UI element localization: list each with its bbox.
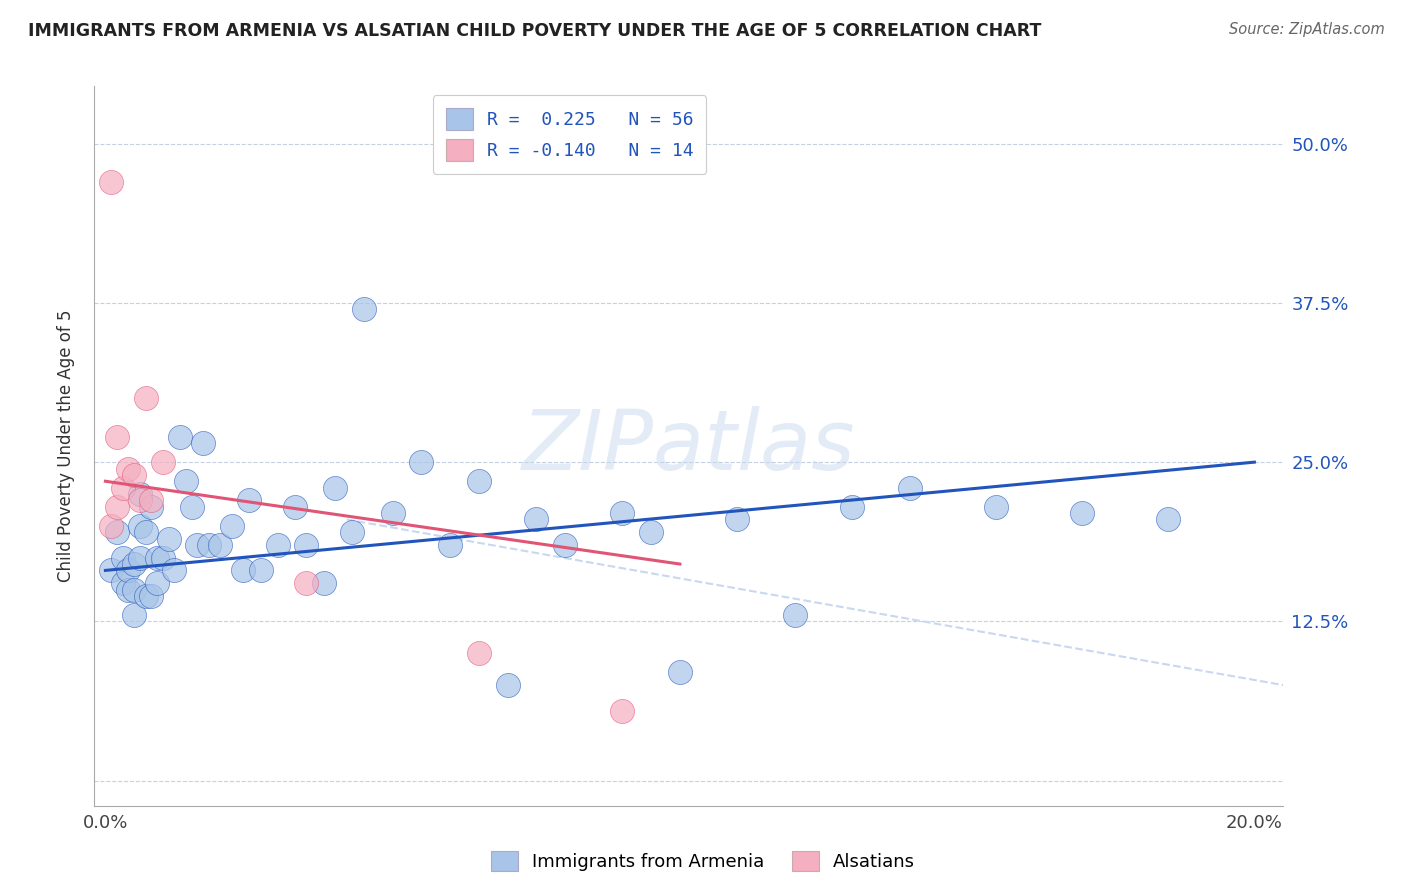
- Point: [122, 467, 145, 482]
- Point: [111, 550, 134, 565]
- Point: [105, 525, 128, 540]
- Point: [180, 500, 202, 514]
- Point: [100, 175, 122, 189]
- Point: [554, 538, 576, 552]
- Y-axis label: Child Poverty Under the Age of 5: Child Poverty Under the Age of 5: [58, 310, 75, 582]
- Point: [128, 493, 150, 508]
- Point: [267, 538, 290, 552]
- Text: Source: ZipAtlas.com: Source: ZipAtlas.com: [1229, 22, 1385, 37]
- Point: [100, 563, 122, 577]
- Point: [295, 538, 318, 552]
- Point: [128, 550, 150, 565]
- Point: [163, 563, 186, 577]
- Point: [640, 525, 662, 540]
- Point: [783, 607, 806, 622]
- Point: [312, 576, 335, 591]
- Point: [117, 563, 139, 577]
- Point: [221, 518, 243, 533]
- Point: [135, 589, 157, 603]
- Point: [841, 500, 863, 514]
- Point: [191, 436, 214, 450]
- Point: [111, 481, 134, 495]
- Point: [725, 512, 748, 526]
- Point: [105, 500, 128, 514]
- Point: [174, 475, 197, 489]
- Point: [141, 589, 163, 603]
- Point: [105, 430, 128, 444]
- Point: [152, 455, 174, 469]
- Point: [100, 518, 122, 533]
- Point: [122, 557, 145, 571]
- Text: ZIPatlas: ZIPatlas: [522, 406, 855, 487]
- Point: [898, 481, 921, 495]
- Point: [323, 481, 346, 495]
- Point: [122, 607, 145, 622]
- Point: [1157, 512, 1180, 526]
- Point: [381, 506, 404, 520]
- Point: [232, 563, 254, 577]
- Text: IMMIGRANTS FROM ARMENIA VS ALSATIAN CHILD POVERTY UNDER THE AGE OF 5 CORRELATION: IMMIGRANTS FROM ARMENIA VS ALSATIAN CHIL…: [28, 22, 1042, 40]
- Point: [496, 678, 519, 692]
- Point: [342, 525, 364, 540]
- Point: [146, 576, 169, 591]
- Point: [152, 550, 174, 565]
- Point: [117, 461, 139, 475]
- Point: [117, 582, 139, 597]
- Point: [238, 493, 260, 508]
- Point: [128, 487, 150, 501]
- Point: [295, 576, 318, 591]
- Point: [669, 665, 692, 680]
- Point: [1071, 506, 1094, 520]
- Point: [157, 532, 180, 546]
- Point: [128, 518, 150, 533]
- Point: [135, 392, 157, 406]
- Point: [122, 582, 145, 597]
- Point: [146, 550, 169, 565]
- Point: [524, 512, 547, 526]
- Point: [284, 500, 307, 514]
- Point: [135, 525, 157, 540]
- Point: [198, 538, 221, 552]
- Legend: Immigrants from Armenia, Alsatians: Immigrants from Armenia, Alsatians: [484, 844, 922, 879]
- Point: [612, 704, 634, 718]
- Point: [186, 538, 208, 552]
- Point: [411, 455, 433, 469]
- Point: [169, 430, 191, 444]
- Point: [209, 538, 232, 552]
- Point: [353, 302, 375, 317]
- Point: [439, 538, 461, 552]
- Point: [468, 475, 491, 489]
- Point: [612, 506, 634, 520]
- Point: [249, 563, 271, 577]
- Point: [141, 493, 163, 508]
- Point: [984, 500, 1007, 514]
- Point: [141, 500, 163, 514]
- Point: [468, 646, 491, 660]
- Legend: R =  0.225   N = 56, R = -0.140   N = 14: R = 0.225 N = 56, R = -0.140 N = 14: [433, 95, 706, 174]
- Point: [111, 576, 134, 591]
